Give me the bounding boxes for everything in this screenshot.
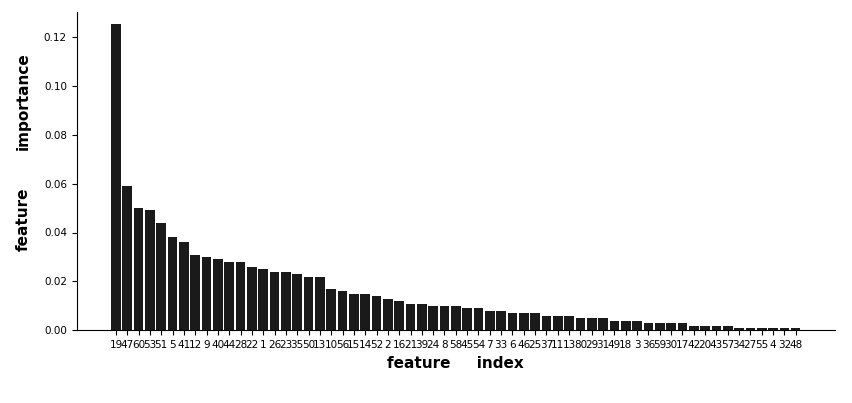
Bar: [643, 323, 653, 330]
Bar: [508, 313, 517, 330]
Bar: [315, 276, 325, 330]
Bar: [451, 306, 461, 330]
Bar: [485, 311, 495, 330]
Bar: [542, 316, 551, 330]
Bar: [757, 328, 767, 330]
Bar: [383, 299, 393, 330]
Text: importance: importance: [16, 52, 32, 150]
Bar: [236, 262, 245, 330]
Bar: [202, 257, 211, 330]
Bar: [632, 321, 642, 330]
Bar: [281, 272, 291, 330]
Bar: [734, 328, 744, 330]
Bar: [191, 255, 200, 330]
Bar: [769, 328, 778, 330]
Bar: [655, 323, 665, 330]
Bar: [722, 326, 733, 330]
Bar: [780, 328, 789, 330]
Bar: [123, 186, 132, 330]
Bar: [179, 242, 189, 330]
Bar: [406, 303, 415, 330]
Bar: [417, 303, 427, 330]
Bar: [700, 326, 710, 330]
Bar: [134, 208, 143, 330]
Bar: [519, 313, 528, 330]
Bar: [111, 24, 121, 330]
Bar: [371, 296, 382, 330]
Bar: [553, 316, 562, 330]
Bar: [292, 274, 302, 330]
Bar: [677, 323, 688, 330]
Bar: [224, 262, 234, 330]
Bar: [497, 311, 506, 330]
Bar: [609, 321, 619, 330]
Bar: [258, 269, 268, 330]
X-axis label: feature     index: feature index: [388, 356, 524, 371]
Bar: [360, 294, 370, 330]
Bar: [587, 318, 596, 330]
Bar: [791, 328, 801, 330]
Bar: [326, 289, 336, 330]
Bar: [564, 316, 574, 330]
Bar: [474, 308, 483, 330]
Bar: [168, 237, 177, 330]
Bar: [303, 276, 314, 330]
Bar: [621, 321, 630, 330]
Text: feature: feature: [16, 187, 32, 251]
Bar: [598, 318, 608, 330]
Bar: [429, 306, 438, 330]
Bar: [270, 272, 279, 330]
Bar: [247, 267, 256, 330]
Bar: [711, 326, 721, 330]
Bar: [666, 323, 676, 330]
Bar: [463, 308, 472, 330]
Bar: [213, 260, 222, 330]
Bar: [576, 318, 585, 330]
Bar: [746, 328, 755, 330]
Bar: [394, 301, 404, 330]
Bar: [337, 291, 348, 330]
Bar: [689, 326, 699, 330]
Bar: [157, 223, 166, 330]
Bar: [145, 210, 155, 330]
Bar: [530, 313, 540, 330]
Bar: [440, 306, 449, 330]
Bar: [349, 294, 359, 330]
